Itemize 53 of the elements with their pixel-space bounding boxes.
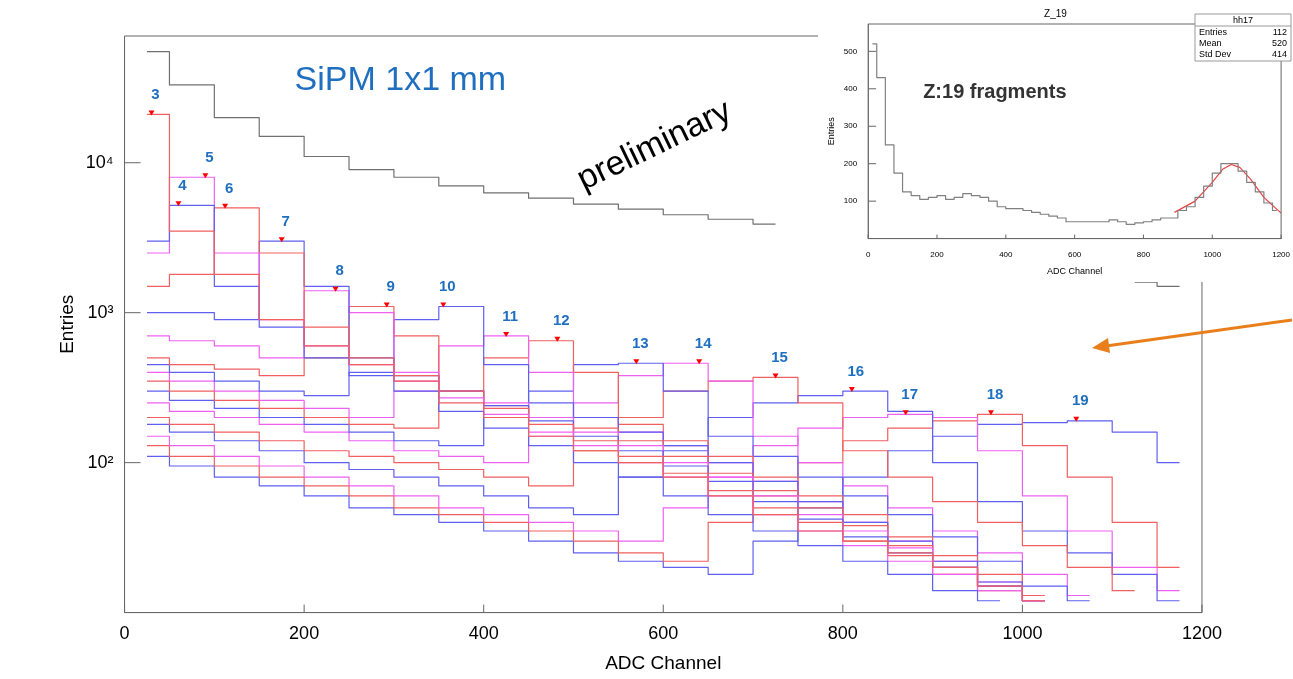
x-tick-label: 400	[468, 623, 499, 644]
y-tick-label: 400	[843, 84, 858, 93]
annotation: SiPM 1x1 mm	[294, 59, 507, 98]
annotation: 414	[1271, 48, 1287, 59]
y-axis-title: Entries	[825, 116, 836, 146]
annotation: 520	[1271, 37, 1287, 48]
y-tick-label: 10²	[87, 451, 114, 472]
x-axis-title: ADC Channel	[605, 651, 722, 673]
annotation: Std Dev	[1199, 48, 1232, 59]
x-tick-label: 800	[827, 623, 858, 644]
chart-title: Z_19	[1044, 7, 1068, 19]
y-tick-label: 10⁴	[85, 151, 114, 172]
x-tick-label: 1000	[1203, 249, 1222, 259]
x-tick-label: 800	[1136, 249, 1151, 259]
x-tick-label: 1000	[1002, 623, 1043, 644]
annotation: Entries	[1199, 26, 1228, 37]
annotation: 13	[631, 333, 649, 351]
x-tick-label: 600	[648, 623, 679, 644]
y-tick-label: 100	[843, 196, 858, 206]
annotation: 14	[694, 333, 713, 351]
annotation: 112	[1272, 26, 1287, 37]
annotation: 10	[438, 277, 456, 295]
annotation: 8	[335, 261, 344, 279]
x-tick-label: 400	[999, 249, 1014, 259]
annotation: 3	[151, 85, 160, 103]
annotation: 15	[771, 348, 788, 366]
annotation: Mean	[1199, 37, 1222, 48]
annotation: 7	[281, 211, 290, 229]
x-tick-label: 0	[865, 249, 871, 259]
x-axis-title: ADC Channel	[1047, 266, 1103, 277]
x-tick-label: 1200	[1181, 623, 1222, 644]
annotation: 5	[205, 147, 214, 165]
x-tick-label: 600	[1067, 249, 1082, 259]
x-tick-label: 200	[930, 249, 945, 259]
annotation: 17	[901, 384, 919, 402]
x-tick-label: 0	[119, 623, 130, 644]
annotation: 18	[986, 384, 1004, 402]
y-tick-label: 300	[843, 121, 858, 131]
annotation: hh17	[1232, 14, 1254, 25]
annotation: 16	[847, 361, 865, 379]
x-tick-label: 1200	[1272, 249, 1291, 259]
annotation: 12	[552, 311, 570, 329]
x-tick-label: 200	[289, 623, 320, 644]
annotation: 4	[178, 175, 188, 193]
y-tick-label: 200	[843, 158, 858, 168]
y-tick-label: 500	[843, 46, 858, 56]
annotation: 11	[502, 306, 519, 324]
annotation: Z:19 fragments	[923, 79, 1067, 102]
annotation: 6	[224, 178, 234, 196]
annotation: 19	[1071, 391, 1089, 409]
y-axis-title: Entries	[55, 294, 77, 354]
y-tick-label: 10³	[87, 301, 114, 322]
annotation: 9	[386, 277, 395, 295]
